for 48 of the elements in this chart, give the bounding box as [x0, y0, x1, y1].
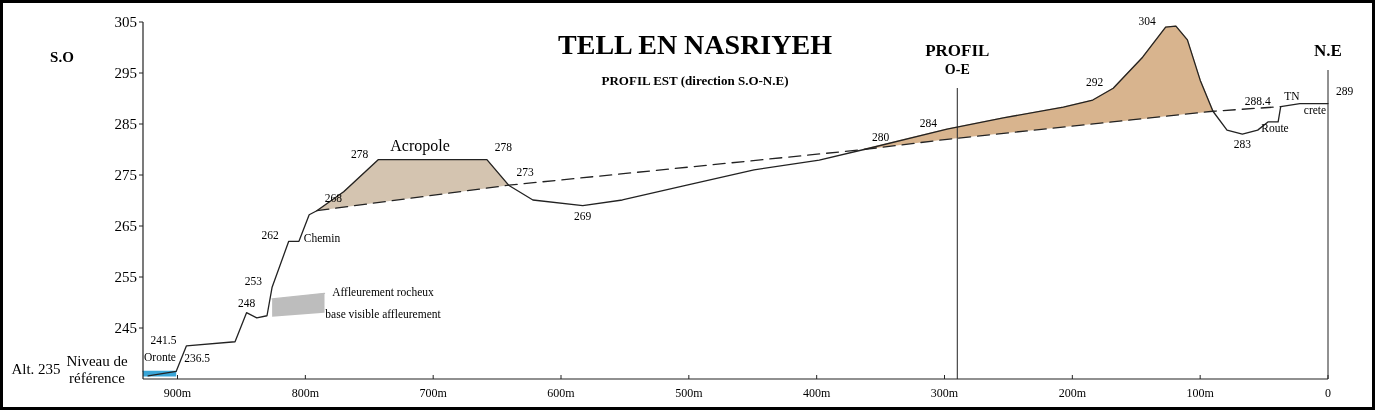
annotation: Route	[1261, 122, 1289, 134]
y-tick-label: 275	[114, 167, 137, 184]
y-tick-label: 245	[114, 320, 137, 337]
x-tick-label: 900m	[163, 386, 192, 400]
ref-line-label: N.E	[1314, 41, 1342, 60]
x-tick-label: 400m	[803, 386, 831, 400]
chart-title: TELL EN NASRIYEH	[558, 29, 833, 60]
text: Niveau de référence	[66, 353, 128, 386]
annotation: Oronte	[144, 351, 176, 363]
annotation: 269	[574, 209, 592, 222]
annotation: 241.5	[150, 333, 177, 346]
annotation: TN	[1284, 90, 1301, 102]
annotation: 284	[919, 117, 938, 130]
x-tick-label: 0	[1325, 386, 1331, 400]
annotation: 236.5	[184, 352, 211, 365]
annotation: 273	[516, 166, 535, 179]
annotation: base visible affleurement	[325, 308, 442, 320]
y-tick-label: 255	[114, 269, 137, 286]
annotation: crete	[1303, 104, 1327, 116]
x-tick-label: 100m	[1186, 386, 1215, 400]
ref-line-label: PROFIL O-E	[925, 41, 990, 77]
annotation: 253	[244, 275, 263, 288]
annotation: 289	[1336, 84, 1354, 97]
text: S.O	[50, 49, 74, 65]
annotation: 292	[1085, 76, 1104, 89]
annotation: 278	[350, 147, 369, 160]
text: Alt. 235	[11, 361, 61, 377]
y-tick-label: 285	[114, 116, 137, 133]
annotation: 248	[237, 296, 256, 309]
annotation: 262	[261, 229, 279, 242]
x-tick-label: 300m	[930, 386, 959, 400]
annotation: Affleurement rocheux	[332, 286, 435, 298]
text: PROFIL EST (direction S.O-N.E)	[601, 73, 789, 88]
x-tick-label: 200m	[1058, 386, 1087, 400]
x-tick-label: 800m	[291, 386, 320, 400]
annotation: Acropole	[390, 137, 450, 155]
x-tick-label: 700m	[419, 386, 448, 400]
annotation: 288.4	[1244, 94, 1271, 107]
y-tick-label: 265	[114, 218, 137, 235]
x-tick-label: 600m	[547, 386, 576, 400]
x-tick-label: 500m	[675, 386, 704, 400]
annotation: 283	[1233, 138, 1252, 151]
annotation: 304	[1138, 15, 1156, 28]
annotation: Chemin	[303, 232, 341, 244]
y-tick-label: 305	[114, 14, 137, 31]
y-tick-label: 295	[114, 65, 137, 82]
annotation: 280	[871, 130, 890, 143]
annotation: 278	[494, 140, 513, 153]
